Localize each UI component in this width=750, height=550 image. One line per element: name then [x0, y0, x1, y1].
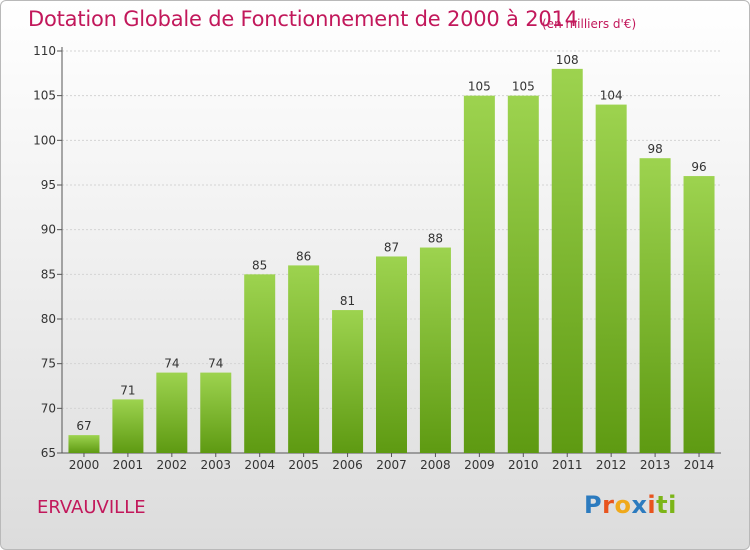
- y-tick-label: 80: [41, 312, 56, 326]
- data-label-2005: 86: [296, 249, 311, 263]
- data-label-2004: 85: [252, 258, 267, 272]
- data-label-2009: 105: [468, 80, 491, 94]
- bar-2009: [463, 95, 495, 454]
- bar-2002: [156, 372, 188, 453]
- x-tick-label: 2000: [69, 458, 100, 472]
- x-tick-label: 2004: [244, 458, 275, 472]
- bar-2013: [639, 158, 671, 453]
- x-tick-label: 2007: [376, 458, 407, 472]
- y-tick-label: 105: [33, 89, 56, 103]
- bar-2000: [68, 435, 100, 453]
- x-tick-label: 2013: [640, 458, 671, 472]
- x-tick-label: 2008: [420, 458, 451, 472]
- tick-labels: 65 70 75 80 85 90 95 100 105 110 2000 2001 2002 2003 2…: [33, 44, 714, 472]
- bar-2005: [288, 265, 320, 453]
- y-tick-label: 110: [33, 44, 56, 58]
- data-label-2008: 88: [428, 232, 443, 246]
- y-tick-label: 100: [33, 133, 56, 147]
- data-label-2012: 104: [600, 89, 623, 103]
- bar-2007: [376, 256, 407, 453]
- bar-2001: [112, 399, 144, 453]
- commune-name: ERVAUVILLE: [37, 497, 146, 518]
- data-label-2003: 74: [208, 357, 223, 371]
- y-tick-label: 65: [41, 446, 56, 460]
- data-label-2011: 108: [556, 53, 579, 67]
- data-label-2000: 67: [76, 419, 91, 433]
- x-tick-label: 2006: [332, 458, 363, 472]
- bar-2006: [332, 310, 364, 453]
- proxiti-logo: Proxiti: [584, 491, 677, 519]
- x-tick-label: 2003: [200, 458, 231, 472]
- x-tick-label: 2009: [464, 458, 495, 472]
- data-label-2007: 87: [384, 240, 399, 254]
- x-tick-label: 2010: [508, 458, 539, 472]
- data-labels: 67 71 74 74 85 86 81 87 88 105 105 108 104 98 96: [76, 53, 706, 433]
- data-label-2013: 98: [647, 142, 662, 156]
- bar-2003: [200, 372, 232, 453]
- bar-2012: [595, 104, 627, 453]
- x-tick-label: 2011: [552, 458, 583, 472]
- y-tick-label: 75: [41, 357, 56, 371]
- data-label-2014: 96: [691, 160, 706, 174]
- y-tick-label: 70: [41, 401, 56, 415]
- x-tick-label: 2014: [684, 458, 715, 472]
- y-tick-label: 90: [41, 223, 56, 237]
- x-tick-label: 2005: [288, 458, 319, 472]
- data-label-2002: 74: [164, 357, 179, 371]
- y-tick-label: 95: [41, 178, 56, 192]
- x-tick-label: 2002: [157, 458, 188, 472]
- chart-title: Dotation Globale de Fonctionnement de 20…: [28, 7, 578, 31]
- bars: [68, 68, 715, 454]
- data-label-2001: 71: [120, 383, 135, 397]
- bar-2004: [244, 274, 276, 453]
- chart-unit: (en milliers d'€): [542, 17, 637, 31]
- bar-2014: [683, 176, 715, 454]
- bar-2011: [551, 68, 583, 453]
- x-tick-label: 2001: [113, 458, 144, 472]
- bar-2008: [419, 247, 451, 453]
- bar-2010: [507, 95, 539, 454]
- y-tick-label: 85: [41, 267, 56, 281]
- data-label-2010: 105: [512, 80, 535, 94]
- data-label-2006: 81: [340, 294, 355, 308]
- x-tick-label: 2012: [596, 458, 627, 472]
